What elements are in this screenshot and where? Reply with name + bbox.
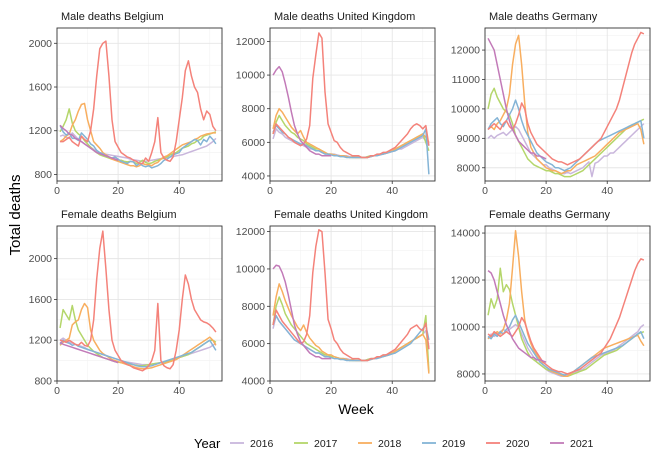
x-tick-label: 0: [267, 385, 273, 397]
series-line-2019: [487, 99, 645, 172]
y-tick-label: 10000: [236, 263, 265, 275]
legend-label-2019: 2019: [442, 438, 466, 450]
panel-border: [484, 225, 651, 382]
panel-1: 0 20 40 800 1200 1600 2000 Male deaths Belgium: [29, 11, 223, 197]
y-tick-label: 9000: [457, 133, 481, 145]
x-tick-label: 40: [386, 385, 398, 397]
x-tick-label: 20: [540, 185, 552, 197]
legend-label-2016: 2016: [250, 438, 274, 450]
panel-background: [270, 226, 435, 381]
series-line-2020: [60, 40, 217, 165]
series-line-2019: [59, 124, 217, 169]
panel-border: [56, 225, 223, 382]
y-tick-label: 10000: [451, 321, 480, 333]
series-line-2019: [487, 314, 645, 376]
panel-title: Male deaths Belgium: [61, 11, 164, 23]
y-tick-label: 2000: [29, 38, 53, 50]
series-line-2020: [272, 32, 430, 159]
x-tick-label: 0: [267, 185, 273, 197]
series-line-2018: [487, 34, 645, 175]
y-tick-label: 6000: [242, 137, 266, 149]
x-tick-label: 40: [601, 385, 613, 397]
y-tick-label: 2000: [29, 253, 53, 265]
series-line-2021: [272, 65, 332, 157]
panel-4: 0 20 40 800 1200 1600 2000 Female deaths Belgiu…: [29, 209, 223, 397]
series-line-2021: [487, 37, 547, 160]
panel-title: Male deaths United Kingdom: [274, 11, 415, 23]
panel-border: [269, 225, 436, 382]
panel-background: [57, 226, 222, 381]
series-line-2020: [59, 230, 217, 372]
y-tick-label: 800: [34, 169, 52, 181]
x-tick-label: 0: [54, 185, 60, 197]
y-tick-label: 8000: [457, 368, 481, 380]
series-line-2020: [487, 258, 645, 375]
x-tick-label: 20: [540, 385, 552, 397]
legend: Year 2016 2017 2018 2019 2020 2021: [194, 436, 594, 451]
panel-title: Male deaths Germany: [489, 11, 598, 23]
y-tick-label: 12000: [451, 275, 480, 287]
y-tick-label: 800: [34, 376, 52, 388]
legend-label-2017: 2017: [314, 438, 338, 450]
panel-border: [56, 27, 223, 182]
legend-label-2021: 2021: [570, 438, 594, 450]
y-tick-label: 12000: [236, 226, 265, 238]
y-tick-label: 12000: [451, 45, 480, 57]
panel-5: 0 20 40 4000 6000 8000 10000 12000 Female deaths…: [236, 209, 436, 397]
panel-title: Female deaths United Kingdom: [274, 209, 428, 221]
x-tick-label: 20: [112, 185, 124, 197]
y-tick-label: 10000: [236, 70, 265, 82]
panel-title: Female deaths Belgium: [61, 209, 177, 221]
x-tick-label: 40: [601, 185, 613, 197]
x-tick-label: 40: [173, 385, 185, 397]
y-tick-label: 6000: [242, 338, 266, 350]
y-tick-label: 8000: [242, 301, 266, 313]
series-line-2021: [272, 264, 332, 360]
series-line-2021: [59, 341, 119, 364]
y-tick-label: 1200: [29, 335, 53, 347]
series-line-2019: [272, 124, 430, 175]
x-tick-label: 0: [482, 185, 488, 197]
panel-2: 0 20 40 4000 6000 8000 10000 12000 Male deaths U…: [236, 11, 436, 197]
panel-background: [485, 28, 650, 181]
x-axis-title: Week: [338, 401, 375, 417]
series-line-2018: [487, 229, 645, 378]
y-tick-label: 8000: [457, 162, 481, 174]
x-tick-label: 40: [173, 185, 185, 197]
y-tick-label: 4000: [242, 170, 266, 182]
panel-border: [484, 27, 651, 182]
y-tick-label: 1600: [29, 82, 53, 94]
x-tick-label: 20: [325, 385, 337, 397]
y-axis-title: Total deaths: [7, 175, 24, 256]
legend-label-2018: 2018: [378, 438, 402, 450]
series-line-2019: [59, 339, 217, 368]
y-tick-label: 4000: [242, 376, 266, 388]
y-tick-label: 14000: [451, 228, 480, 240]
panel-title: Female deaths Germany: [489, 209, 611, 221]
legend-label-2020: 2020: [506, 438, 530, 450]
panel-3: 0 20 40 8000 9000 10000 11000 12000 Male deaths …: [451, 11, 651, 197]
series-line-2021: [487, 270, 547, 363]
series-line-2021: [59, 124, 119, 161]
series-line-2020: [487, 31, 645, 166]
x-tick-label: 20: [112, 385, 124, 397]
y-tick-label: 10000: [451, 103, 480, 115]
series-line-2017: [487, 87, 645, 178]
series-line-2018: [59, 302, 217, 370]
y-tick-label: 1600: [29, 294, 53, 306]
panel-6: 0 20 40 8000 10000 12000 14000 Female deaths Ge…: [451, 209, 651, 397]
x-tick-label: 0: [54, 385, 60, 397]
panel-border: [269, 27, 436, 182]
y-tick-label: 12000: [236, 36, 265, 48]
x-tick-label: 40: [386, 185, 398, 197]
legend-title: Year: [194, 436, 221, 451]
x-tick-label: 20: [325, 185, 337, 197]
series-line-2020: [272, 228, 430, 362]
y-tick-label: 11000: [452, 74, 481, 86]
y-tick-label: 8000: [242, 103, 266, 115]
x-tick-label: 0: [482, 385, 488, 397]
y-tick-label: 1200: [29, 125, 53, 137]
